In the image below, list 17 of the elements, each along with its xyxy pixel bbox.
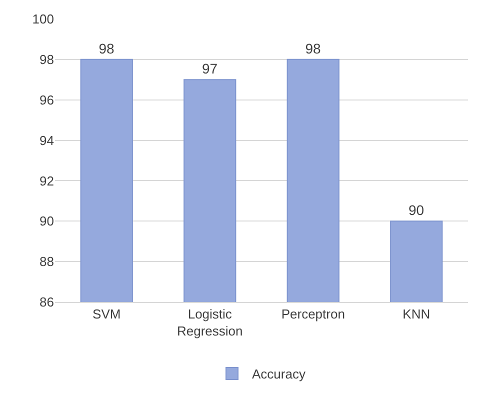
y-tick-label: 94 [40, 132, 54, 148]
y-tick-label: 90 [40, 214, 54, 229]
y-tick-label: 88 [40, 254, 54, 270]
y-tick-label: 98 [40, 52, 54, 67]
legend-label: Accuracy [252, 366, 306, 382]
x-tick-label: SVM [92, 306, 121, 322]
y-tick-label: 100 [32, 12, 54, 27]
y-tick-label: 92 [40, 173, 54, 188]
data-label: 97 [202, 60, 218, 77]
x-tick-label: KNN [402, 306, 430, 322]
data-label: 98 [305, 40, 322, 56]
data-label: 90 [408, 202, 424, 218]
data-label: 98 [98, 40, 115, 56]
y-tick-label: 86 [40, 294, 54, 310]
y-tick-label: 96 [40, 92, 54, 108]
x-tick-label: Perceptron [281, 306, 345, 322]
x-tick-label: Logistic Regression [176, 306, 243, 338]
